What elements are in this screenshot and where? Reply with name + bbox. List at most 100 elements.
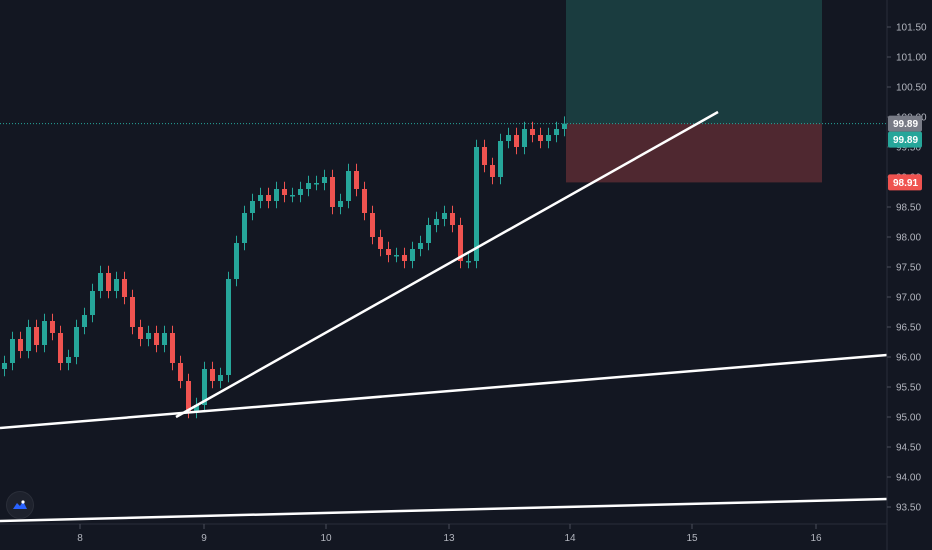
logo-glyph <box>13 500 27 509</box>
candle-body <box>538 135 543 141</box>
time-tick-label: 8 <box>77 533 83 544</box>
candle-body <box>378 237 383 249</box>
time-axis[interactable]: 8 9 10 13 14 15 16 <box>77 524 822 544</box>
candle-body <box>338 201 343 207</box>
candle-body <box>370 213 375 237</box>
candle-body <box>202 369 207 405</box>
time-tick-label: 10 <box>320 533 332 544</box>
candle-body <box>322 177 327 183</box>
candle-body <box>482 147 487 165</box>
candle-body <box>490 165 495 177</box>
candle-body <box>506 135 511 141</box>
candle-body <box>274 189 279 201</box>
candle-body <box>562 123 567 129</box>
candle-body <box>122 279 127 297</box>
time-tick-label: 15 <box>686 533 698 544</box>
candle-body <box>386 249 391 255</box>
target-zone[interactable] <box>566 0 822 124</box>
candle-body <box>434 219 439 225</box>
time-tick-label: 13 <box>443 533 455 544</box>
candle-body <box>186 381 191 411</box>
candle-body <box>530 129 535 135</box>
candle-body <box>114 279 119 291</box>
candle-body <box>306 183 311 189</box>
candle-body <box>402 255 407 261</box>
candle-body <box>2 363 7 369</box>
candle-body <box>474 147 479 261</box>
candle-body <box>178 363 183 381</box>
candle-body <box>242 213 247 243</box>
candle-body <box>418 243 423 249</box>
candle-body <box>330 177 335 207</box>
candle-body <box>194 405 199 411</box>
candle-body <box>218 375 223 381</box>
candle-body <box>226 279 231 375</box>
price-tick-label: 96.00 <box>896 353 921 364</box>
candle-body <box>394 255 399 257</box>
current-price-badge: 99.89 <box>893 135 918 146</box>
price-tick-label: 95.00 <box>896 413 921 424</box>
price-tick-label: 94.00 <box>896 473 921 484</box>
candle-body <box>450 213 455 225</box>
stop-price-badge: 98.91 <box>893 178 918 189</box>
price-tick-label: 100.50 <box>896 83 927 94</box>
candle-body <box>314 183 319 185</box>
candle-body <box>18 339 23 351</box>
candle-body <box>282 189 287 195</box>
candle-body <box>106 273 111 291</box>
candle-body <box>74 327 79 357</box>
candle-body <box>346 171 351 201</box>
tradingview-logo-icon[interactable] <box>6 491 34 519</box>
candle-body <box>466 261 471 263</box>
price-tick-label: 96.50 <box>896 323 921 334</box>
candle-body <box>290 195 295 197</box>
price-tick-label: 97.50 <box>896 263 921 274</box>
candle-body <box>82 315 87 327</box>
candle-body <box>298 189 303 195</box>
candle-body <box>498 141 503 177</box>
last-price-badge: 99.89 <box>893 119 918 130</box>
candle-body <box>266 195 271 201</box>
candle-body <box>362 189 367 213</box>
candle-body <box>90 291 95 315</box>
candle-body <box>10 339 15 363</box>
candle-body <box>250 201 255 213</box>
price-tick-label: 101.00 <box>896 53 927 64</box>
price-tick-label: 99.50 <box>896 143 921 154</box>
price-tick-label: 98.00 <box>896 233 921 244</box>
candle-body <box>546 135 551 141</box>
candle-body <box>234 243 239 279</box>
trendlines-layer[interactable] <box>0 110 888 523</box>
candle-body <box>98 273 103 291</box>
candle-body <box>426 225 431 243</box>
candle-body <box>354 171 359 189</box>
position-tool[interactable] <box>0 0 887 183</box>
candle-body <box>66 357 71 363</box>
stop-price-badge-bg <box>888 174 922 191</box>
candle-body <box>554 129 559 135</box>
candle-body <box>210 369 215 381</box>
stop-zone[interactable] <box>566 123 822 183</box>
candle-body <box>130 297 135 327</box>
candle-body <box>170 333 175 363</box>
price-tick-label: 95.50 <box>896 383 921 394</box>
candle-body <box>410 249 415 261</box>
trendline-support[interactable] <box>0 353 888 430</box>
trendline-rising[interactable] <box>175 110 719 419</box>
price-tick-label: 97.00 <box>896 293 921 304</box>
candles-layer <box>2 116 567 419</box>
candle-body <box>42 321 47 345</box>
candle-body <box>162 333 167 345</box>
candle-body <box>522 129 527 147</box>
candle-body <box>458 225 463 261</box>
candle-body <box>146 333 151 339</box>
last-price-badge-bg <box>888 115 922 132</box>
candle-body <box>50 321 55 333</box>
candle-body <box>258 195 263 201</box>
candle-body <box>26 327 31 351</box>
candle-body <box>58 333 63 363</box>
time-tick-label: 16 <box>810 533 822 544</box>
time-tick-label: 9 <box>201 533 207 544</box>
trendline-lower[interactable] <box>0 497 888 523</box>
